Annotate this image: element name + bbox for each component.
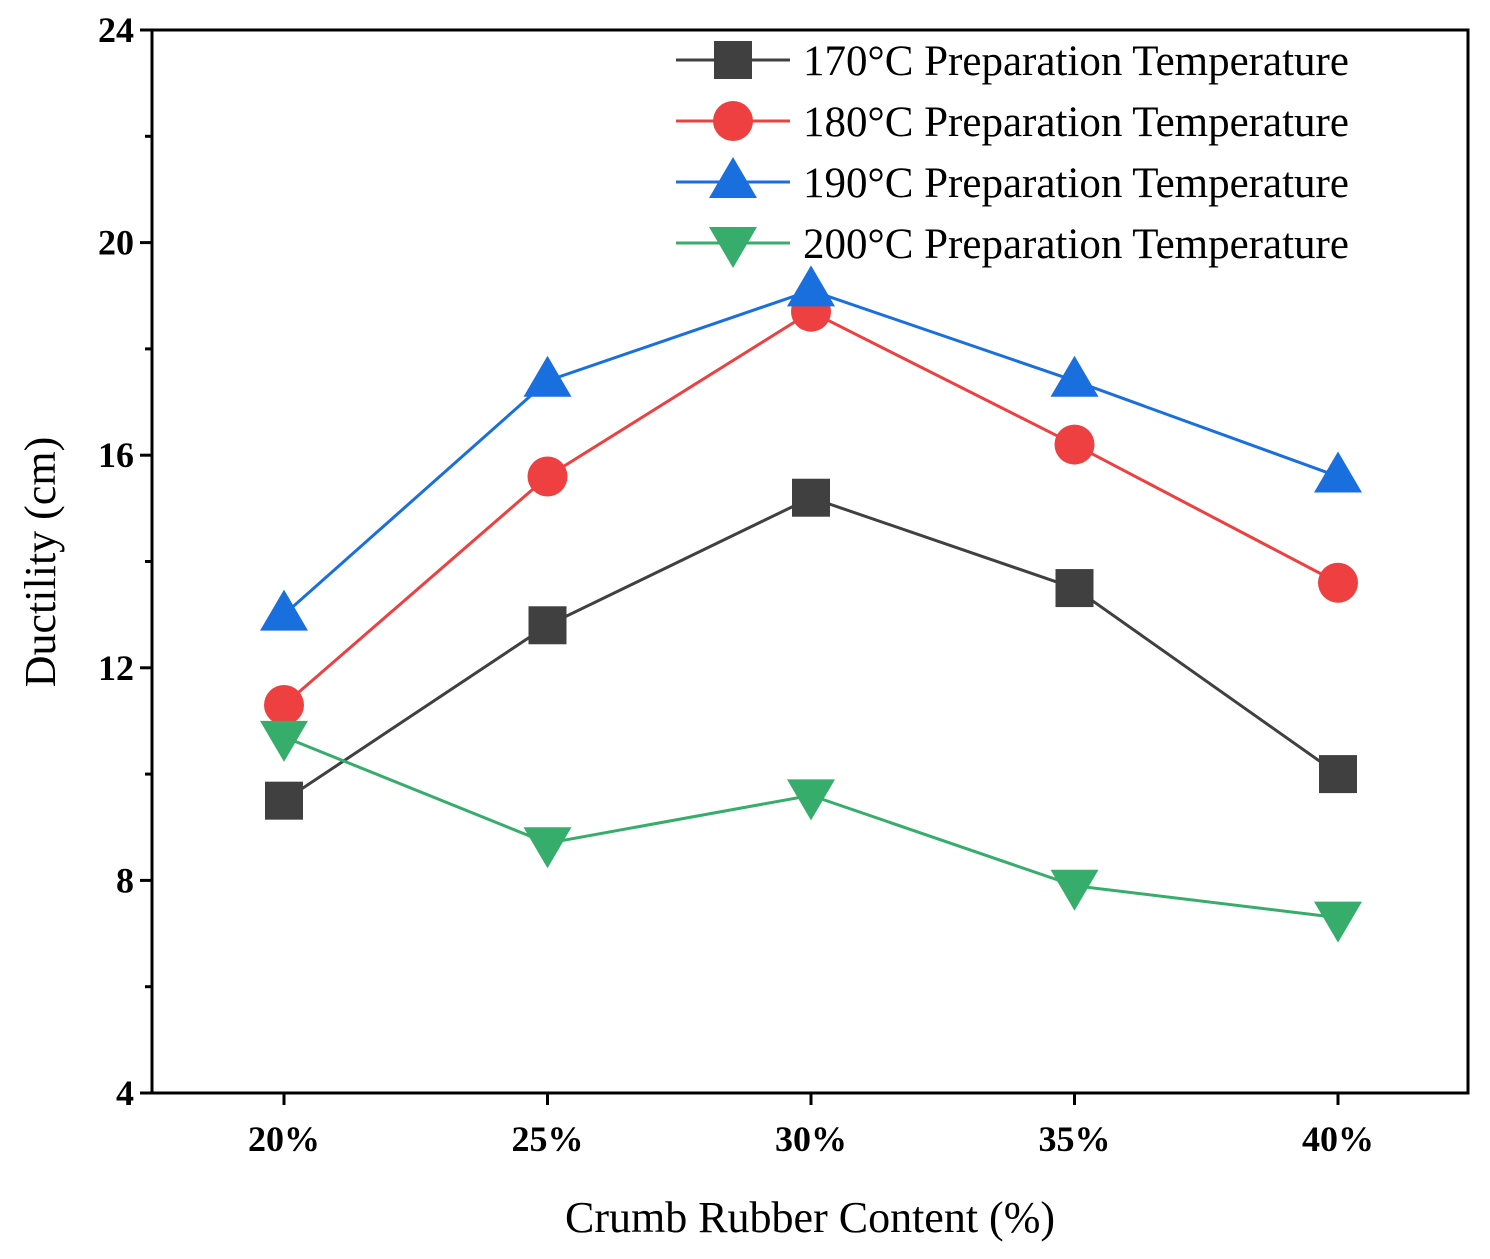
- legend-item: 200°C Preparation Temperature: [676, 221, 1349, 268]
- data-point-triangle-up: [260, 589, 308, 631]
- x-tick-label: 40%: [1302, 1119, 1374, 1159]
- series-170: [265, 478, 1357, 820]
- data-point-square: [1055, 569, 1094, 608]
- series-190: [260, 265, 1362, 631]
- data-point-triangle-up: [1314, 451, 1362, 493]
- data-point-triangle-up: [1050, 355, 1099, 397]
- x-axis-label: Crumb Rubber Content (%): [565, 1193, 1055, 1242]
- data-point-triangle-down: [1050, 869, 1099, 911]
- data-point-square: [265, 781, 303, 820]
- data-point-triangle-up: [787, 265, 835, 307]
- legend-label: 180°C Preparation Temperature: [803, 99, 1349, 146]
- legend-label: 190°C Preparation Temperature: [803, 160, 1349, 207]
- data-point-triangle-up: [523, 355, 572, 397]
- data-point-circle: [527, 456, 568, 497]
- data-point-triangle-down: [787, 779, 835, 821]
- y-tick-label: 24: [98, 10, 134, 50]
- data-point-square: [792, 478, 830, 517]
- y-tick-label: 16: [98, 435, 134, 475]
- y-axis-label: Ductility (cm): [16, 437, 65, 688]
- legend-item: 170°C Preparation Temperature: [676, 38, 1349, 85]
- data-point-triangle-down: [709, 227, 757, 268]
- data-point-circle: [264, 685, 304, 726]
- data-point-triangle-up: [709, 157, 757, 198]
- data-point-square: [528, 606, 567, 645]
- x-tick-label: 35%: [1039, 1119, 1111, 1159]
- axes: 4 8 12 16 20 24 20% 25% 30% 35% 40%: [98, 10, 1470, 1159]
- x-tick-label: 30%: [775, 1119, 847, 1159]
- series-200: [260, 720, 1362, 943]
- series-180: [264, 291, 1358, 726]
- y-tick-label: 12: [98, 648, 134, 688]
- data-point-triangle-down: [1314, 901, 1362, 943]
- data-point-circle: [713, 101, 753, 141]
- x-tick-label: 20%: [248, 1119, 320, 1159]
- data-point-triangle-down: [523, 827, 572, 869]
- data-point-circle: [1054, 424, 1095, 465]
- y-tick-label: 20: [98, 223, 134, 263]
- legend: 170°C Preparation Temperature 180°C Prepa…: [676, 38, 1349, 268]
- y-tick-label: 8: [116, 860, 134, 900]
- legend-label: 170°C Preparation Temperature: [803, 38, 1349, 85]
- legend-item: 180°C Preparation Temperature: [676, 99, 1349, 146]
- data-point-square: [714, 41, 752, 79]
- data-point-circle: [1318, 562, 1358, 603]
- series-line: [283, 735, 1339, 920]
- series-line: [283, 496, 1339, 802]
- series-group: [260, 265, 1362, 943]
- x-tick-label: 25%: [512, 1119, 584, 1159]
- data-point-square: [1319, 755, 1357, 794]
- y-tick-label: 4: [116, 1073, 134, 1113]
- data-point-triangle-down: [260, 720, 308, 762]
- legend-label: 200°C Preparation Temperature: [803, 221, 1349, 268]
- legend-item: 190°C Preparation Temperature: [676, 157, 1349, 207]
